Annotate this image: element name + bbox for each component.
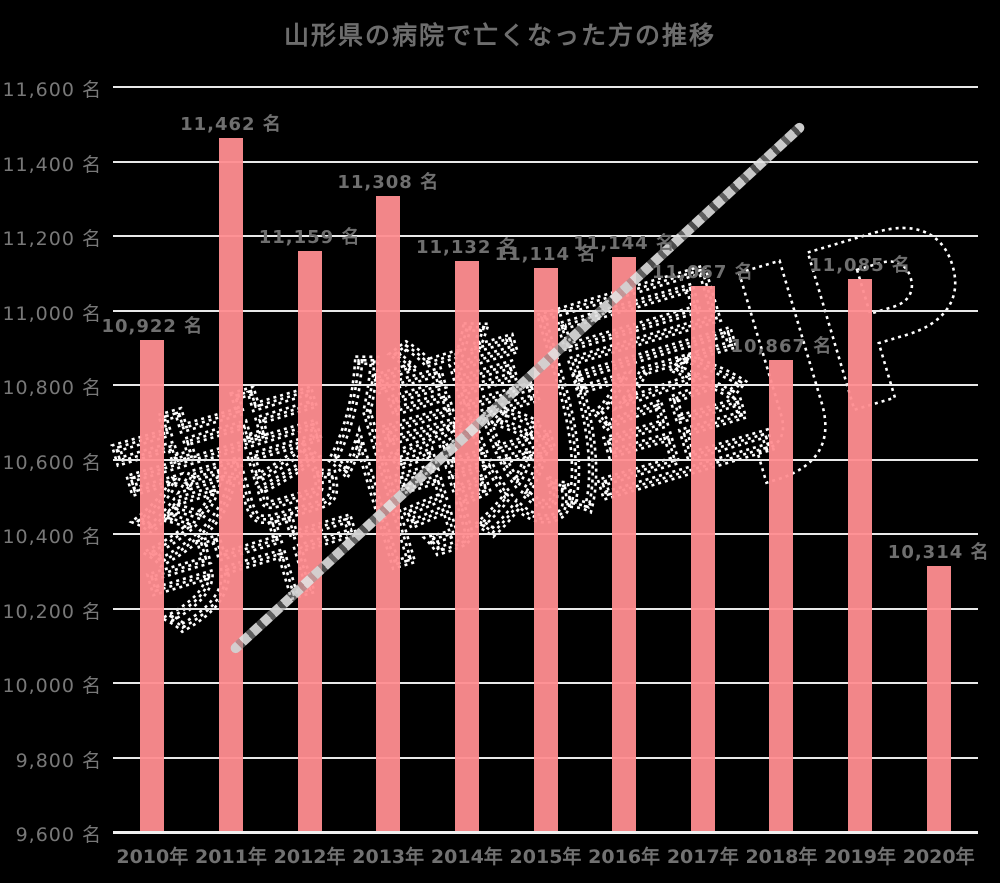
- bar-2010年: [140, 339, 165, 832]
- y-axis-tick-label: 11,000 名: [2, 302, 102, 325]
- bar-value-label: 10,867 名: [730, 336, 833, 358]
- bar-value-label: 11,159 名: [258, 227, 361, 249]
- y-axis-tick-label: 11,200 名: [2, 228, 102, 250]
- bar-2018年: [769, 360, 794, 832]
- bar-2016年: [612, 256, 637, 832]
- bar-value-label: 11,085 名: [809, 254, 911, 276]
- bar-2012年: [297, 251, 322, 832]
- y-axis-tick-label: 11,400 名: [2, 153, 102, 176]
- bar-value-label: 10,922 名: [101, 315, 204, 337]
- y-axis-tick-label: 10,800 名: [2, 377, 102, 399]
- bar-2017年: [690, 285, 715, 832]
- bar-value-label: 11,114 名: [494, 244, 597, 266]
- x-axis-tick-label: 2010年: [116, 846, 189, 868]
- x-axis-tick-label: 2011年: [195, 846, 267, 868]
- bar-value-label: 11,067 名: [651, 261, 754, 283]
- x-axis-tick-label: 2019年: [824, 846, 896, 868]
- y-axis-tick-label: 11,600 名: [2, 79, 102, 101]
- bar-value-label: 11,462 名: [180, 114, 282, 136]
- bar-value-label: 11,132 名: [415, 237, 518, 259]
- x-axis-tick-label: 2015年: [509, 846, 582, 868]
- y-axis-tick-label: 9,800 名: [15, 749, 102, 772]
- y-axis-tick-label: 9,600 名: [15, 824, 102, 846]
- x-axis-tick-label: 2014年: [430, 846, 503, 868]
- bar-2020年: [926, 566, 951, 832]
- gridline: [113, 160, 978, 163]
- x-axis-tick-label: 2017年: [666, 846, 739, 868]
- bar-2011年: [218, 138, 243, 832]
- y-axis-tick-label: 10,200 名: [2, 600, 102, 623]
- bar-value-label: 11,144 名: [573, 232, 675, 254]
- x-axis-tick-label: 2013年: [352, 846, 425, 868]
- bar-value-label: 10,314 名: [887, 542, 990, 564]
- gridline: [113, 86, 978, 88]
- x-axis-tick-label: 2020年: [902, 846, 975, 868]
- gridline: [113, 235, 978, 237]
- y-axis-tick-label: 10,400 名: [2, 526, 102, 548]
- chart-title: 山形県の病院で亡くなった方の推移: [283, 21, 716, 50]
- x-axis-line: [113, 831, 978, 834]
- y-axis-tick-label: 10,000 名: [2, 675, 102, 697]
- y-axis-tick-label: 10,600 名: [2, 451, 102, 474]
- x-axis-tick-label: 2012年: [273, 846, 346, 868]
- bar-2019年: [848, 278, 873, 832]
- bar-value-label: 11,308 名: [337, 171, 440, 193]
- x-axis-tick-label: 2018年: [745, 846, 818, 868]
- bar-2014年: [454, 261, 479, 832]
- x-axis-tick-label: 2016年: [588, 846, 661, 868]
